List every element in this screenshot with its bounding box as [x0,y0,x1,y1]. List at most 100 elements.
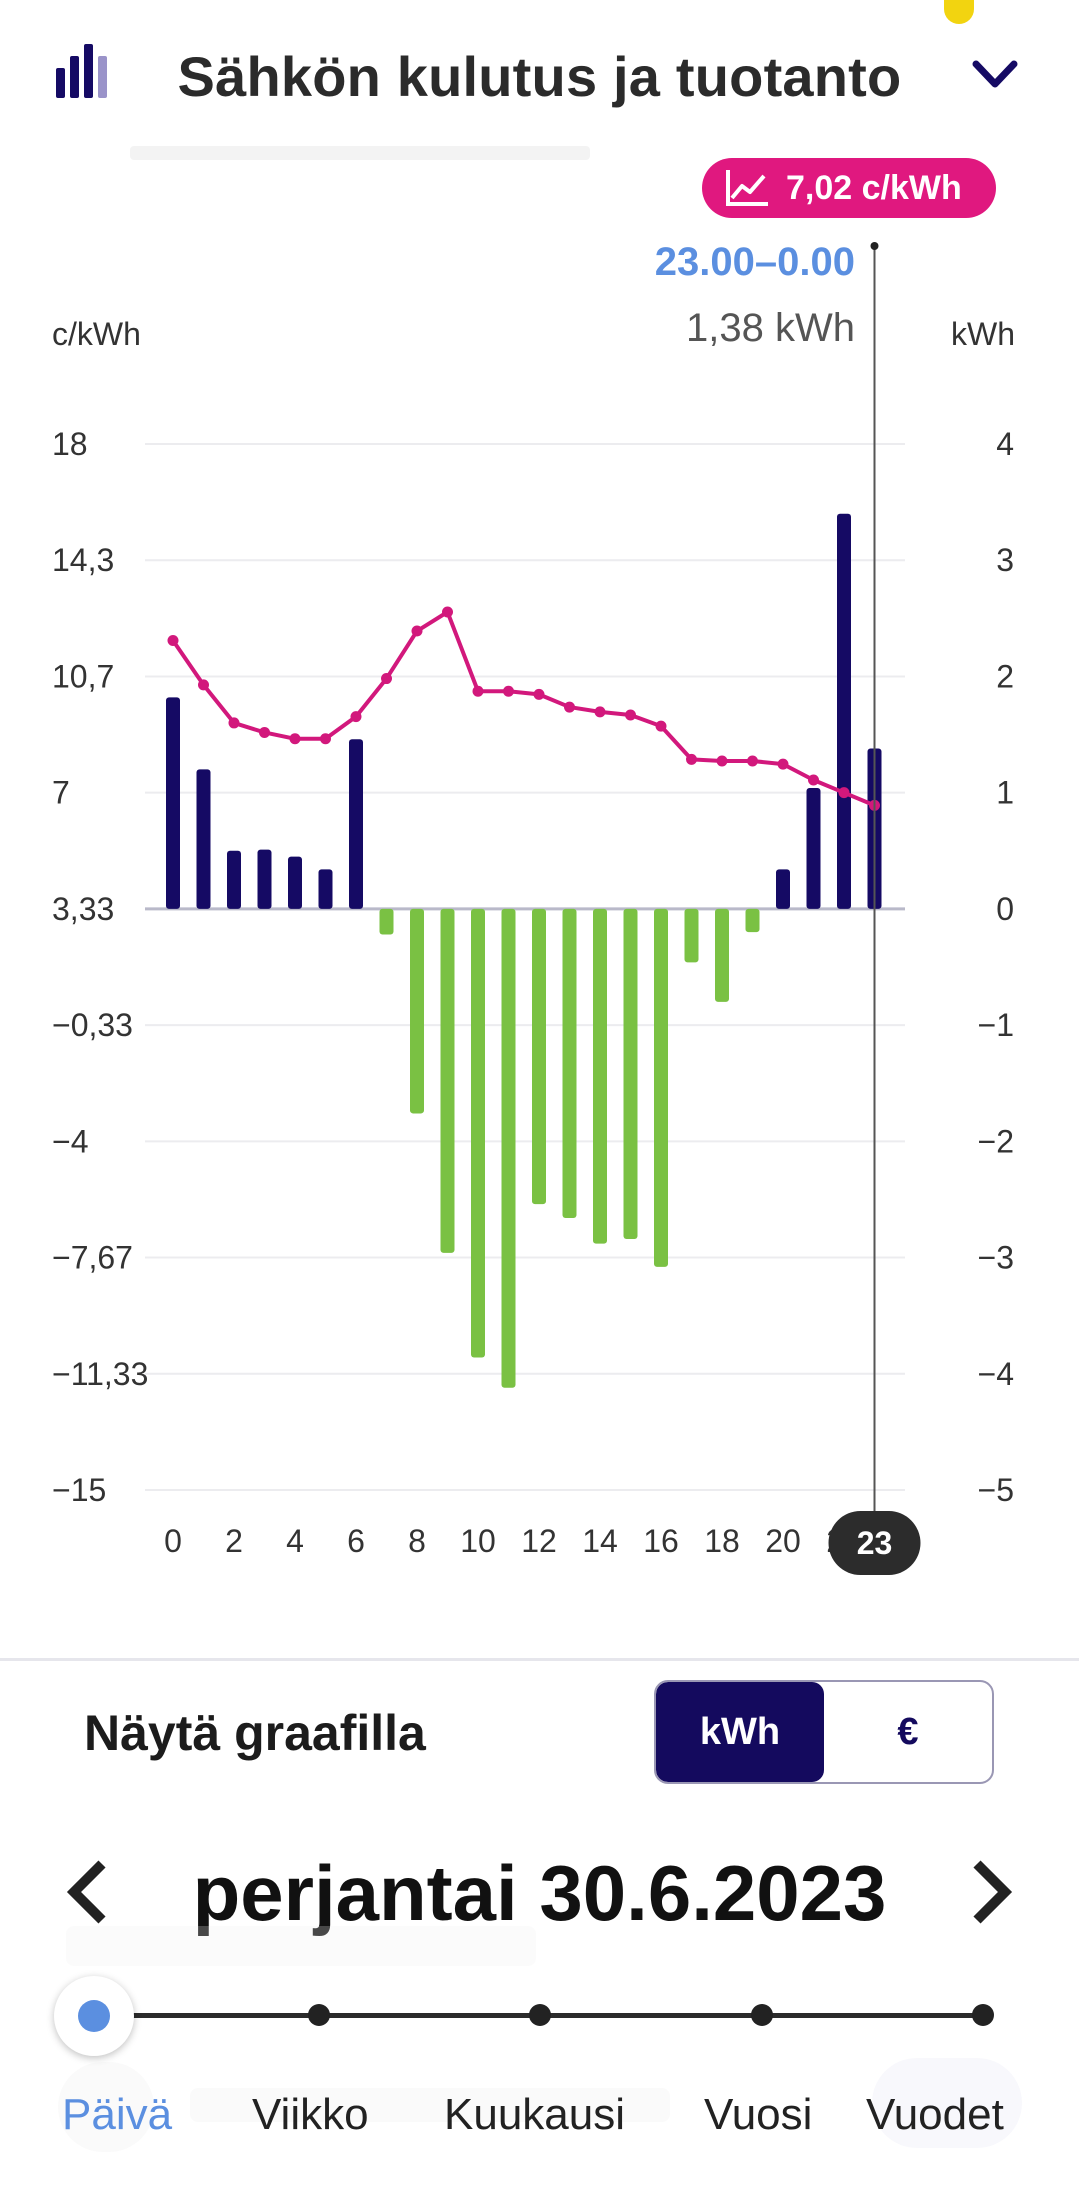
right-axis-unit: kWh [951,316,1015,352]
price-point [747,755,758,767]
x-axis-tick: 12 [521,1523,557,1559]
price-line [171,609,876,808]
period-day[interactable]: Päivä [62,2090,173,2139]
price-point [381,673,392,685]
x-axis-tick: 6 [347,1523,365,1559]
production-bar [623,908,638,1239]
legend-scrolled [130,140,590,162]
period-slider[interactable] [0,1960,1079,2070]
price-point [594,706,606,718]
unit-kwh-button[interactable]: kWh [656,1682,824,1782]
price-point [411,625,423,637]
period-week[interactable]: Viikko [252,2090,369,2139]
chevron-down-icon[interactable] [970,54,1020,94]
period-stop-month[interactable] [529,2004,551,2026]
right-axis-tick: −5 [978,1472,1014,1508]
left-axis-tick: 18 [52,426,88,462]
x-axis-tick: 8 [408,1523,426,1559]
production-bar [715,908,729,1002]
right-axis-tick: 3 [996,542,1014,578]
chevron-left-icon[interactable] [62,1858,112,1926]
production-bar [532,908,546,1205]
left-axis-unit: c/kWh [52,316,141,352]
period-stop-week[interactable] [308,2004,330,2026]
price-point [686,753,697,765]
x-axis-tick: 14 [582,1523,618,1559]
price-point [838,787,850,799]
chevron-right-icon[interactable] [967,1858,1017,1926]
production-bar [471,908,485,1358]
left-axis-tick: 7 [52,775,70,811]
left-axis-tick: −11,33 [52,1356,148,1392]
x-axis-tick: 2 [225,1523,243,1559]
selected-time-range: 23.00–0.00 [654,240,855,284]
production-bar [684,908,699,963]
right-axis-tick: −4 [978,1356,1014,1392]
background-icon [58,2062,154,2152]
x-axis-tick: 0 [164,1523,182,1559]
price-point [655,720,667,732]
x-axis-tick: 4 [286,1523,304,1559]
current-date: perjantai 30.6.2023 [192,1849,887,1937]
period-year[interactable]: Vuosi [704,2090,813,2139]
price-point [777,758,789,770]
unit-toggle: kWh € [654,1680,994,1784]
period-years[interactable]: Vuodet [866,2090,1004,2139]
price-point [198,679,209,691]
period-stop-year[interactable] [751,2004,773,2026]
selected-hour-label: 23 [857,1525,893,1561]
energy-chart[interactable]: 18 4 14,3 3 10,7 2 7 1 3,33 0 −0,33 −1 −4 −2 −7,67 −3 −1… [0,0,1079,1660]
divider [0,1658,1079,1661]
x-axis-tick: 10 [460,1523,496,1559]
right-axis-tick: 0 [996,891,1014,927]
left-axis-tick: −7,67 [52,1240,133,1276]
left-axis-tick: −15 [52,1472,106,1508]
background-section-heading [66,1926,536,1966]
selected-hour-pill [828,1511,921,1575]
consumption-bar [196,769,211,909]
bar-chart-logo-icon [56,44,107,98]
x-axis-tick: 18 [704,1523,740,1559]
unit-eur-button[interactable]: € [897,1710,919,1753]
price-point [350,711,362,723]
consumption-bar [349,739,363,909]
consumption-bar [166,697,180,909]
x-axis-tick: 16 [643,1523,679,1559]
background-row [190,2088,670,2122]
line-chart-icon [726,170,768,206]
left-axis-tick: 3,33 [52,891,114,927]
price-point [259,726,270,738]
price-point [442,606,453,618]
price-point [625,709,636,721]
production-bar [654,908,668,1267]
left-axis-tick: −4 [52,1123,88,1159]
price-point [808,774,819,786]
production-bar [501,908,516,1388]
price-point [228,717,240,729]
price-badge[interactable]: 7,02 c/kWh [702,158,996,218]
date-navigation: perjantai 30.6.2023 [0,1840,1079,1940]
period-labels: Päivä Viikko Kuukausi Vuosi Vuodet [0,2090,1079,2160]
price-point [289,733,301,745]
price-point [716,755,728,767]
price-point [167,635,179,647]
consumption-bar [806,788,821,909]
price-point [503,685,514,697]
right-axis-tick: −3 [978,1240,1014,1276]
period-month[interactable]: Kuukausi [444,2090,626,2139]
notification-marker [944,0,974,24]
right-axis-tick: −1 [978,1007,1014,1043]
selected-kwh-value: 1,38 kWh [686,306,855,350]
right-axis-tick: 2 [996,658,1014,694]
price-badge-value: 7,02 c/kWh [786,168,962,207]
period-slider-knob[interactable] [54,1976,134,2056]
production-bar [440,908,455,1253]
production-bar [593,908,607,1244]
right-axis-tick: −2 [978,1123,1014,1159]
price-point [320,733,331,745]
period-stop-years[interactable] [972,2004,994,2026]
chart-card: Sähkön kulutus ja tuotanto 7,02 c/kWh 23… [0,0,1079,1660]
consumption-bar [837,513,851,909]
left-axis-tick: 10,7 [52,658,114,694]
x-axis-tick: 20 [765,1523,801,1559]
